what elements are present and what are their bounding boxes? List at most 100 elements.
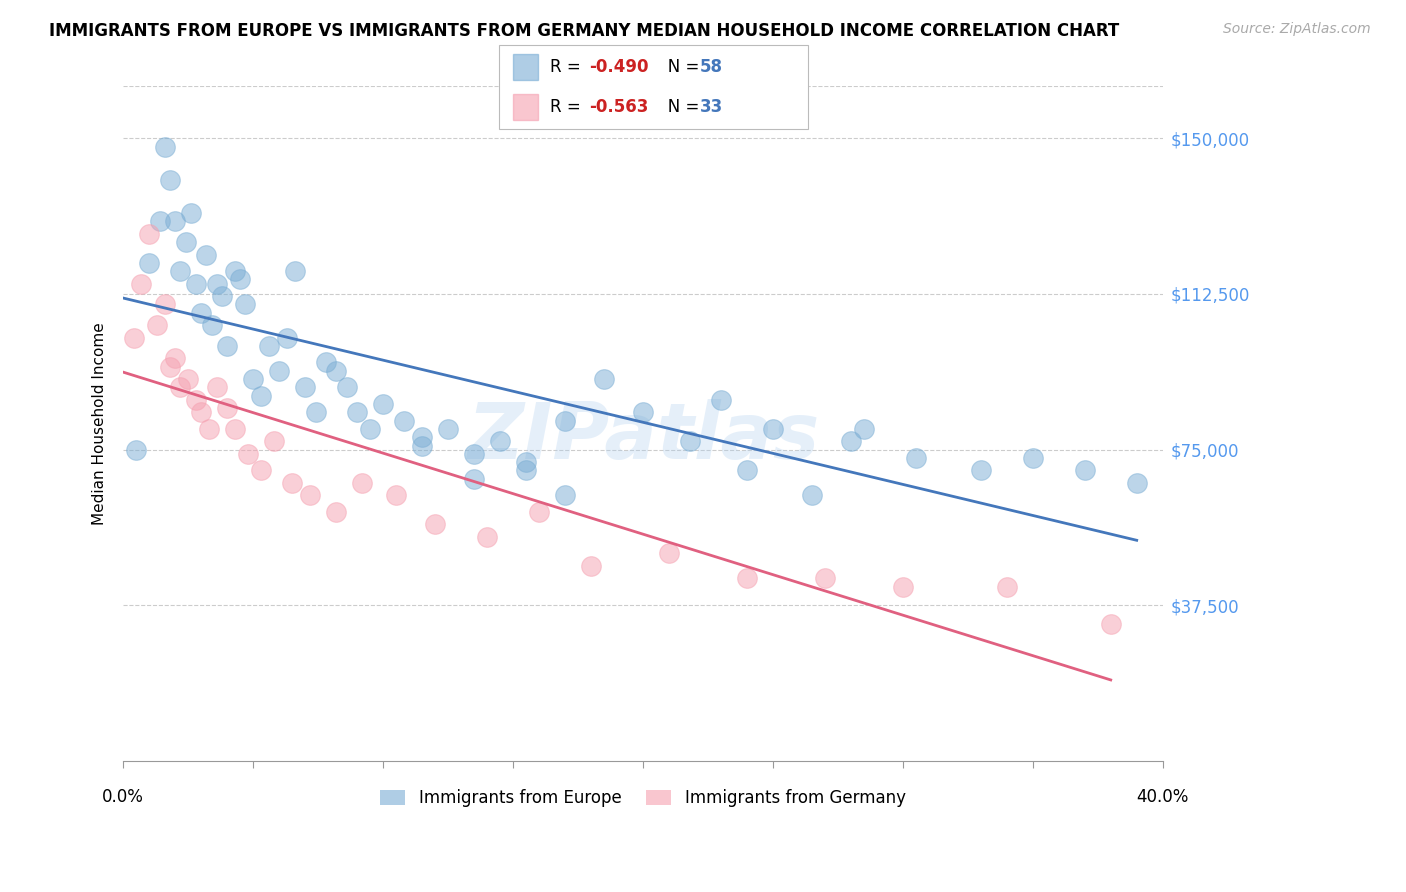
Point [1125, 475, 1147, 490]
Point [346, 405, 368, 419]
Point [235, 297, 257, 311]
Point [679, 434, 702, 449]
Point [217, 339, 239, 353]
Point [153, 139, 176, 153]
Point [281, 475, 304, 490]
Point [710, 392, 733, 407]
Text: ZIPatlas: ZIPatlas [467, 400, 820, 475]
Point [294, 380, 316, 394]
Point [463, 447, 485, 461]
Text: IMMIGRANTS FROM EUROPE VS IMMIGRANTS FROM GERMANY MEDIAN HOUSEHOLD INCOME CORREL: IMMIGRANTS FROM EUROPE VS IMMIGRANTS FRO… [49, 22, 1119, 40]
Point [122, 330, 145, 344]
Text: -0.490: -0.490 [589, 58, 648, 76]
Point [325, 364, 347, 378]
Point [762, 422, 785, 436]
Point [153, 297, 176, 311]
Text: -0.563: -0.563 [589, 98, 648, 116]
Point [1022, 450, 1045, 465]
Point [735, 463, 758, 477]
Point [304, 405, 326, 419]
Text: N =: N = [652, 98, 704, 116]
Point [211, 289, 233, 303]
Point [1099, 617, 1122, 632]
Point [284, 264, 307, 278]
Point [814, 571, 837, 585]
Point [735, 571, 758, 585]
Point [554, 488, 576, 502]
Point [423, 517, 446, 532]
Legend: Immigrants from Europe, Immigrants from Germany: Immigrants from Europe, Immigrants from … [374, 782, 912, 814]
Point [250, 463, 273, 477]
Point [352, 475, 374, 490]
Point [180, 206, 202, 220]
Point [392, 414, 415, 428]
Point [169, 380, 191, 394]
Point [463, 472, 485, 486]
Point [554, 414, 576, 428]
Point [159, 173, 181, 187]
Point [359, 422, 381, 436]
Point [177, 372, 200, 386]
Point [217, 401, 239, 416]
Point [891, 580, 914, 594]
Point [184, 392, 207, 407]
Point [593, 372, 616, 386]
Point [125, 442, 148, 457]
Point [242, 372, 264, 386]
Point [190, 405, 212, 419]
Point [229, 272, 252, 286]
Point [201, 318, 224, 332]
Text: 33: 33 [700, 98, 724, 116]
Point [190, 306, 212, 320]
Point [174, 235, 197, 249]
Point [515, 455, 537, 469]
Point [515, 463, 537, 477]
Point [165, 351, 187, 366]
Point [165, 214, 187, 228]
Point [336, 380, 359, 394]
Text: 0.0%: 0.0% [103, 788, 145, 806]
Point [315, 355, 337, 369]
Point [970, 463, 993, 477]
Point [146, 318, 169, 332]
Point [579, 558, 602, 573]
Point [224, 422, 246, 436]
Point [411, 438, 433, 452]
Point [1074, 463, 1097, 477]
Point [224, 264, 246, 278]
Point [527, 505, 550, 519]
Text: 40.0%: 40.0% [1136, 788, 1189, 806]
Point [257, 339, 280, 353]
Point [138, 227, 160, 241]
Point [800, 488, 823, 502]
Point [263, 434, 285, 449]
Point [138, 256, 160, 270]
Point [325, 505, 347, 519]
Point [269, 364, 291, 378]
Point [437, 422, 460, 436]
Point [852, 422, 875, 436]
Point [198, 422, 221, 436]
Text: Source: ZipAtlas.com: Source: ZipAtlas.com [1223, 22, 1371, 37]
Point [839, 434, 862, 449]
Point [995, 580, 1018, 594]
Point [299, 488, 322, 502]
Y-axis label: Median Household Income: Median Household Income [93, 322, 107, 525]
Point [195, 247, 218, 261]
Point [149, 214, 172, 228]
Point [236, 447, 259, 461]
Point [131, 277, 153, 291]
Point [184, 277, 207, 291]
Text: R =: R = [550, 98, 586, 116]
Point [904, 450, 927, 465]
Point [385, 488, 408, 502]
Point [411, 430, 433, 444]
Point [205, 380, 228, 394]
Text: R =: R = [550, 58, 586, 76]
Point [373, 397, 395, 411]
Point [475, 530, 498, 544]
Point [489, 434, 512, 449]
Point [169, 264, 191, 278]
Point [159, 359, 181, 374]
Point [205, 277, 228, 291]
